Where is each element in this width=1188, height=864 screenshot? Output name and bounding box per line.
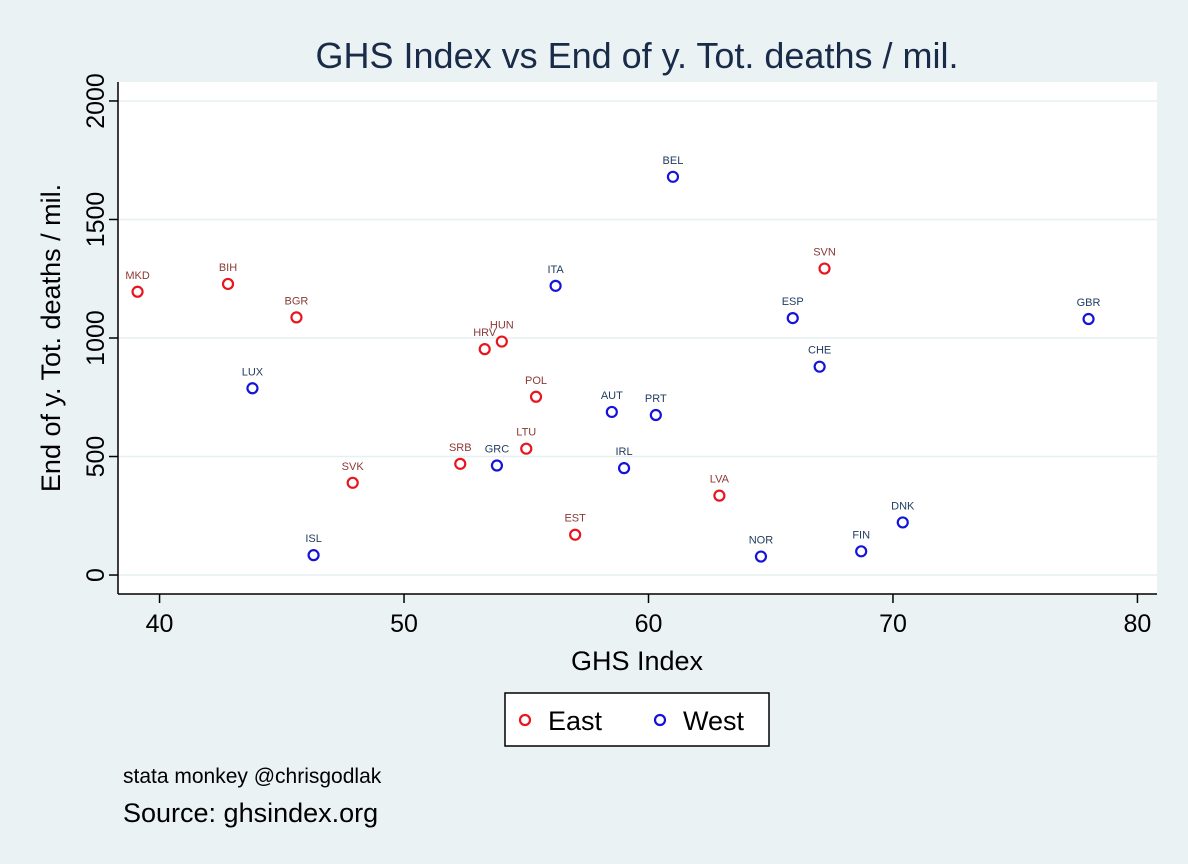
point-bel <box>666 170 680 183</box>
point-mkd <box>131 285 144 298</box>
gridlines <box>118 100 1157 576</box>
point-label-lva: LVA <box>710 474 730 486</box>
point-label-lux: LUX <box>242 366 264 378</box>
author-note: stata monkey @chrisgodlak <box>123 765 382 788</box>
point-hrv <box>478 343 491 356</box>
y-tick-label-1500: 1500 <box>82 192 110 248</box>
point-label-dnk: DNK <box>891 500 915 512</box>
point-che <box>813 360 826 373</box>
point-label-hrv: HRV <box>473 327 497 339</box>
chart-title: GHS Index vs End of y. Tot. deaths / mil… <box>316 35 959 76</box>
point-label-bih: BIH <box>219 262 237 274</box>
point-srb <box>454 457 467 470</box>
point-label-gbr: GBR <box>1077 297 1101 309</box>
point-gbr <box>1082 312 1095 326</box>
point-label-esp: ESP <box>782 296 804 308</box>
point-label-irl: IRL <box>615 446 632 458</box>
point-svn <box>818 262 831 275</box>
point-irl <box>617 462 631 475</box>
point-label-svn: SVN <box>813 247 836 259</box>
point-label-svk: SVK <box>342 461 365 473</box>
legend-west-marker <box>653 713 667 727</box>
point-bgr <box>290 311 303 324</box>
point-label-bel: BEL <box>663 155 684 167</box>
point-lva <box>713 489 726 502</box>
point-label-aut: AUT <box>601 390 623 402</box>
point-label-ita: ITA <box>547 264 564 276</box>
point-nor <box>754 550 768 563</box>
x-tick-label-70: 70 <box>879 610 907 638</box>
point-label-isl: ISL <box>305 533 322 545</box>
legend-west-label: West <box>683 706 745 736</box>
point-svk <box>346 476 359 489</box>
point-label-srb: SRB <box>449 442 472 454</box>
y-axis-title: End of y. Tot. deaths / mil. <box>36 184 66 492</box>
point-label-est: EST <box>564 513 586 525</box>
point-label-fin: FIN <box>852 529 870 541</box>
point-label-che: CHE <box>808 345 831 357</box>
legend-east-marker <box>518 713 532 727</box>
point-label-hun: HUN <box>490 320 514 332</box>
point-est <box>569 528 582 541</box>
point-isl <box>307 549 320 562</box>
point-esp <box>786 311 799 325</box>
point-label-nor: NOR <box>749 535 774 547</box>
point-label-grc: GRC <box>485 444 510 456</box>
point-label-bgr: BGR <box>285 295 309 307</box>
point-ltu <box>520 442 533 455</box>
y-tick-label-2000: 2000 <box>82 73 110 129</box>
point-lux <box>246 382 259 395</box>
point-prt <box>649 408 662 422</box>
point-label-pol: POL <box>525 375 547 387</box>
source-caption: Source: ghsindex.org <box>123 798 378 828</box>
y-tick-label-0: 0 <box>82 568 110 582</box>
x-tick-label-60: 60 <box>635 610 663 638</box>
point-bih <box>221 277 235 291</box>
x-tick-label-40: 40 <box>146 610 174 638</box>
point-hun <box>495 335 508 348</box>
legend-east-label: East <box>548 706 603 736</box>
x-axis-title: GHS Index <box>571 646 704 676</box>
point-fin <box>855 545 868 558</box>
point-dnk <box>896 516 909 529</box>
axes: 40 50 60 70 80 0 500 1000 1500 2000 <box>82 73 1157 638</box>
y-tick-label-1000: 1000 <box>82 310 110 366</box>
y-tick-label-500: 500 <box>82 436 110 478</box>
legend: East West <box>504 692 770 747</box>
point-aut <box>605 405 618 419</box>
point-pol <box>529 390 543 403</box>
point-label-ltu: LTU <box>516 427 536 439</box>
point-ita <box>549 279 562 292</box>
x-tick-label-50: 50 <box>390 610 418 638</box>
point-grc <box>490 459 504 472</box>
point-label-mkd: MKD <box>125 270 150 282</box>
legend-box <box>504 692 770 747</box>
x-tick-label-80: 80 <box>1124 610 1152 638</box>
point-label-prt: PRT <box>645 393 667 405</box>
